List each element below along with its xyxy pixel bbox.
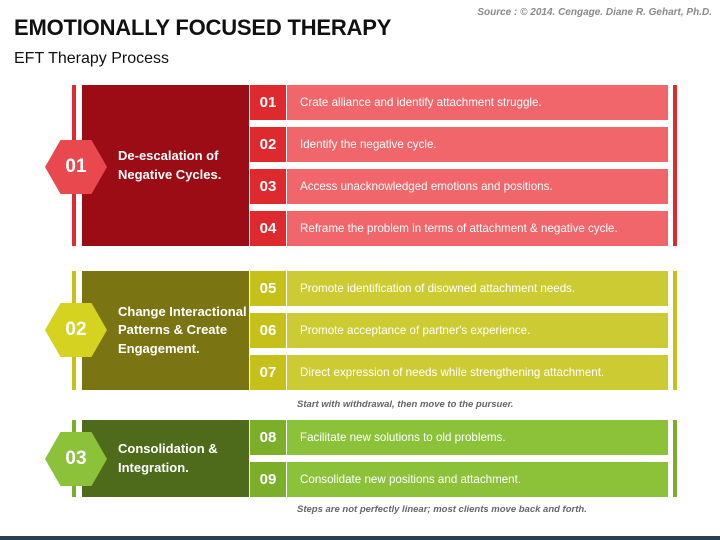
step-number: 01 bbox=[250, 85, 286, 120]
step-number: 09 bbox=[250, 462, 286, 497]
step-text: Promote acceptance of partner's experien… bbox=[287, 313, 668, 348]
section-3-note: Steps are not perfectly linear; most cli… bbox=[297, 504, 587, 515]
section-1-panel bbox=[82, 85, 249, 246]
step-text: Consolidate new positions and attachment… bbox=[287, 462, 668, 497]
section-2-note: Start with withdrawal, then move to the … bbox=[297, 399, 514, 410]
step-number: 08 bbox=[250, 420, 286, 455]
section-2-panel bbox=[82, 271, 249, 390]
section-2: Change Interactional Patterns & Create E… bbox=[0, 271, 720, 390]
section-2-label: Change Interactional Patterns & Create E… bbox=[118, 303, 247, 356]
section-1-right-bar bbox=[673, 85, 677, 246]
step-text: Crate alliance and identify attachment s… bbox=[287, 85, 668, 120]
section-3-label: Consolidation & Integration. bbox=[118, 441, 218, 475]
step-number: 07 bbox=[250, 355, 286, 390]
step-text: Direct expression of needs while strengt… bbox=[287, 355, 668, 390]
step-number: 03 bbox=[250, 169, 286, 204]
step-number: 05 bbox=[250, 271, 286, 306]
step-text: Reframe the problem in terms of attachme… bbox=[287, 211, 668, 246]
section-2-right-bar bbox=[673, 271, 677, 390]
section-1: De-escalation of Negative Cycles. bbox=[0, 85, 720, 246]
step-number: 06 bbox=[250, 313, 286, 348]
step-number: 04 bbox=[250, 211, 286, 246]
step-text: Promote identification of disowned attac… bbox=[287, 271, 668, 306]
bottom-divider bbox=[0, 536, 720, 540]
section-3: Consolidation & Integration. bbox=[0, 420, 720, 497]
section-1-label: De-escalation of Negative Cycles. bbox=[118, 148, 222, 182]
page-subtitle: EFT Therapy Process bbox=[14, 50, 170, 67]
step-text: Facilitate new solutions to old problems… bbox=[287, 420, 668, 455]
section-3-right-bar bbox=[673, 420, 677, 497]
section-3-panel bbox=[82, 420, 249, 497]
step-text: Identify the negative cycle. bbox=[287, 127, 668, 162]
step-text: Access unacknowledged emotions and posit… bbox=[287, 169, 668, 204]
page-title: EMOTIONALLY FOCUSED THERAPY bbox=[14, 15, 392, 40]
step-number: 02 bbox=[250, 127, 286, 162]
source-citation: Source : © 2014. Cengage. Diane R. Gehar… bbox=[477, 7, 712, 18]
